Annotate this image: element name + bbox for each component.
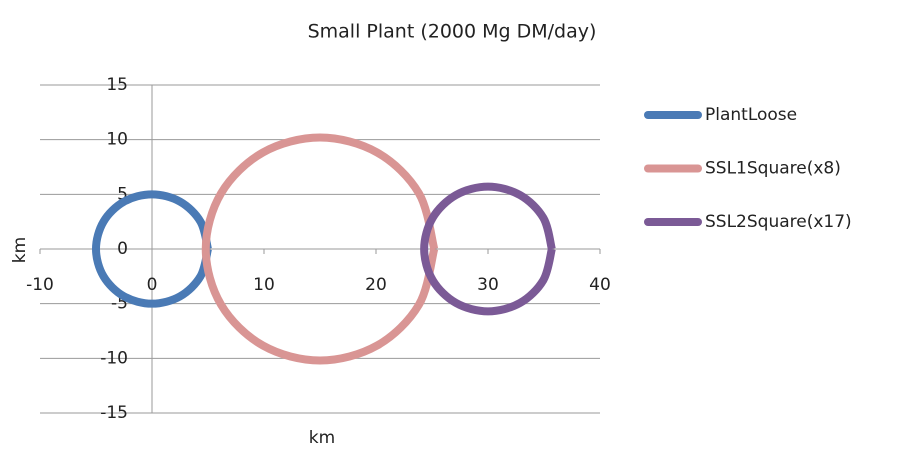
legend-label: SSL1Square(x8) [705,159,841,179]
x-tick-label: -10 [26,275,54,295]
x-tick-label: 30 [477,275,499,295]
y-tick-label: -10 [100,348,128,368]
x-tick-label: 0 [147,275,158,295]
x-tick-label: 10 [253,275,275,295]
y-tick-label: 0 [117,239,128,259]
x-tick-label: 20 [365,275,387,295]
legend-label: PlantLoose [705,105,797,125]
y-tick-label: -15 [100,403,128,423]
y-tick-label: 10 [106,130,128,150]
chart-title: Small Plant (2000 Mg DM/day) [308,21,597,43]
x-tick-label: 40 [589,275,611,295]
y-tick-label: 15 [106,75,128,95]
series-line [91,190,212,308]
y-axis-label: km [10,237,30,263]
series-line [201,133,439,365]
y-tick-label: 5 [117,184,128,204]
series-line [420,182,556,316]
x-axis-label: km [309,428,335,448]
legend-label: SSL2Square(x17) [705,212,852,232]
